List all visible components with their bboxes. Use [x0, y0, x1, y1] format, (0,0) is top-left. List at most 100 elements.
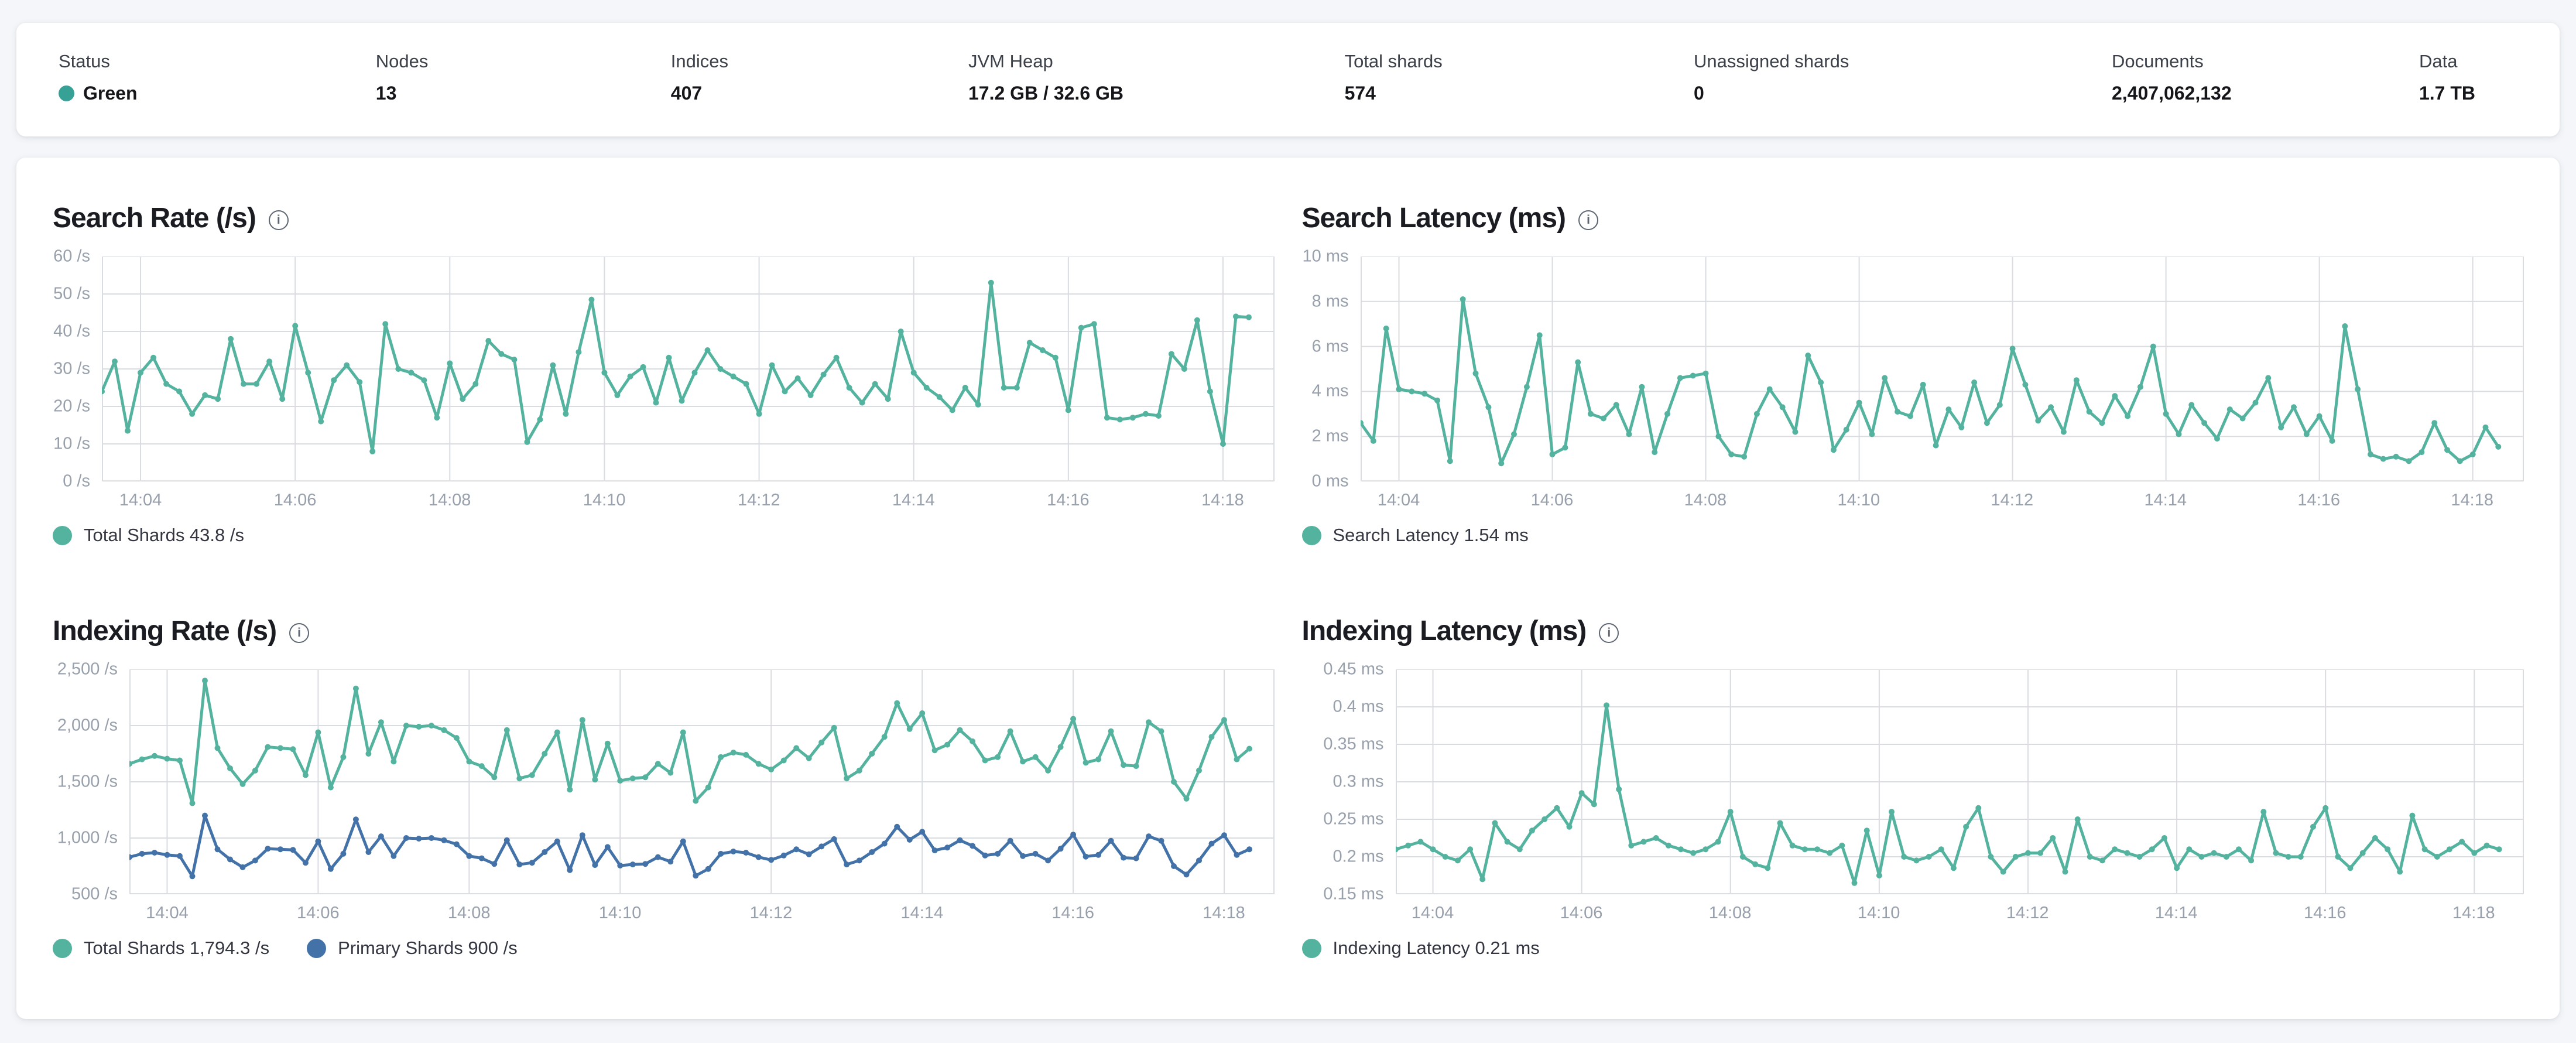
data-point — [856, 767, 862, 774]
data-point — [1095, 852, 1102, 858]
data-point — [441, 837, 447, 843]
data-point — [163, 381, 170, 387]
data-point — [1703, 370, 1708, 377]
data-point — [1504, 839, 1510, 845]
data-point — [214, 846, 221, 853]
data-point — [1246, 846, 1252, 853]
data-point — [1007, 728, 1013, 734]
x-axis-tick-label: 14:16 — [1047, 491, 1090, 509]
data-point — [302, 772, 309, 778]
info-icon[interactable]: i — [1578, 210, 1599, 230]
data-point — [1715, 839, 1721, 845]
x-axis-tick-label: 14:12 — [1991, 491, 2034, 509]
x-axis: 14:04 14:06 14:08 14:10 14:12 14:14 14:16 14:18 — [129, 894, 1275, 924]
data-point — [592, 777, 598, 783]
data-point — [2022, 381, 2028, 388]
legend-label: Search Latency 1.54 ms — [1332, 525, 1529, 545]
data-point — [441, 727, 447, 733]
y-axis-tick-label: 2,500 /s — [57, 659, 118, 679]
legend-item: Total Shards 1,794.3 /s — [53, 938, 269, 959]
data-point — [2136, 854, 2142, 860]
data-point — [831, 836, 837, 842]
data-point — [869, 751, 875, 757]
info-icon[interactable]: i — [268, 210, 289, 230]
data-point — [1523, 384, 1530, 390]
y-axis-tick-label: 0 /s — [63, 471, 90, 491]
indexing-rate-plot[interactable] — [129, 669, 1275, 894]
data-point — [1777, 820, 1783, 826]
data-point — [563, 411, 569, 417]
data-point — [421, 377, 427, 384]
data-point — [1360, 420, 1364, 426]
data-point — [491, 774, 498, 781]
data-point — [844, 861, 850, 868]
data-point — [1221, 717, 1227, 723]
data-point — [1779, 404, 1786, 411]
data-point — [1804, 353, 1811, 358]
data-point — [640, 364, 646, 370]
data-point — [453, 841, 460, 847]
data-point — [460, 396, 466, 402]
summary-label: Documents — [2111, 51, 2204, 71]
data-point — [1876, 873, 1882, 878]
data-point — [2062, 868, 2068, 875]
data-point — [1628, 842, 1634, 849]
data-point — [629, 861, 636, 868]
data-point — [252, 857, 258, 864]
y-axis-tick-label: 4 ms — [1311, 381, 1349, 401]
summary-label: JVM Heap — [968, 51, 1053, 71]
data-point — [806, 755, 812, 761]
data-point — [2372, 835, 2378, 841]
x-axis-tick-label: 14:16 — [2303, 904, 2347, 922]
data-point — [1702, 846, 1708, 853]
data-point — [1421, 391, 1427, 397]
data-point — [2260, 809, 2266, 815]
x-axis-tick-label: 14:18 — [1203, 904, 1245, 922]
data-point — [818, 739, 825, 746]
y-axis-tick-label: 0.35 ms — [1323, 734, 1384, 754]
chart-legend: Total Shards 1,794.3 /s Primary Shards 90… — [53, 938, 1275, 959]
data-point — [617, 863, 624, 868]
info-icon[interactable]: i — [289, 623, 310, 643]
legend-dot-icon — [1301, 938, 1321, 958]
info-icon[interactable]: i — [1599, 623, 1619, 643]
data-point — [755, 761, 762, 767]
data-point — [1856, 399, 1862, 406]
data-point — [944, 741, 951, 748]
data-point — [614, 392, 621, 398]
data-point — [1032, 754, 1039, 760]
chart-header: Indexing Latency (ms) i — [1302, 615, 2524, 647]
y-axis-tick-label: 20 /s — [53, 396, 90, 416]
data-point — [2235, 846, 2242, 853]
data-point — [395, 366, 402, 372]
data-point — [511, 357, 518, 363]
data-point — [453, 735, 460, 741]
data-point — [290, 847, 296, 853]
data-point — [629, 775, 636, 782]
data-point — [416, 723, 422, 730]
data-point — [931, 747, 938, 754]
data-point — [2347, 865, 2353, 871]
data-point — [365, 751, 372, 757]
data-point — [2310, 823, 2316, 830]
data-point — [408, 370, 415, 376]
data-point — [2483, 842, 2489, 849]
data-point — [1664, 411, 1670, 417]
data-point — [768, 857, 775, 863]
data-point — [831, 724, 837, 731]
data-point — [1158, 837, 1164, 844]
data-point — [315, 838, 321, 844]
data-point — [2316, 413, 2322, 419]
data-point — [2137, 384, 2143, 390]
search-rate-plot[interactable] — [102, 257, 1275, 481]
data-point — [982, 757, 988, 764]
data-point — [782, 388, 788, 395]
data-point — [352, 685, 359, 692]
indexing-latency-plot[interactable] — [1395, 669, 2524, 894]
data-point — [125, 428, 131, 434]
x-axis-tick-label: 14:08 — [428, 491, 471, 509]
data-point — [239, 781, 246, 787]
search-latency-plot[interactable] — [1360, 257, 2524, 481]
data-point — [2482, 424, 2488, 430]
data-point — [894, 700, 900, 706]
